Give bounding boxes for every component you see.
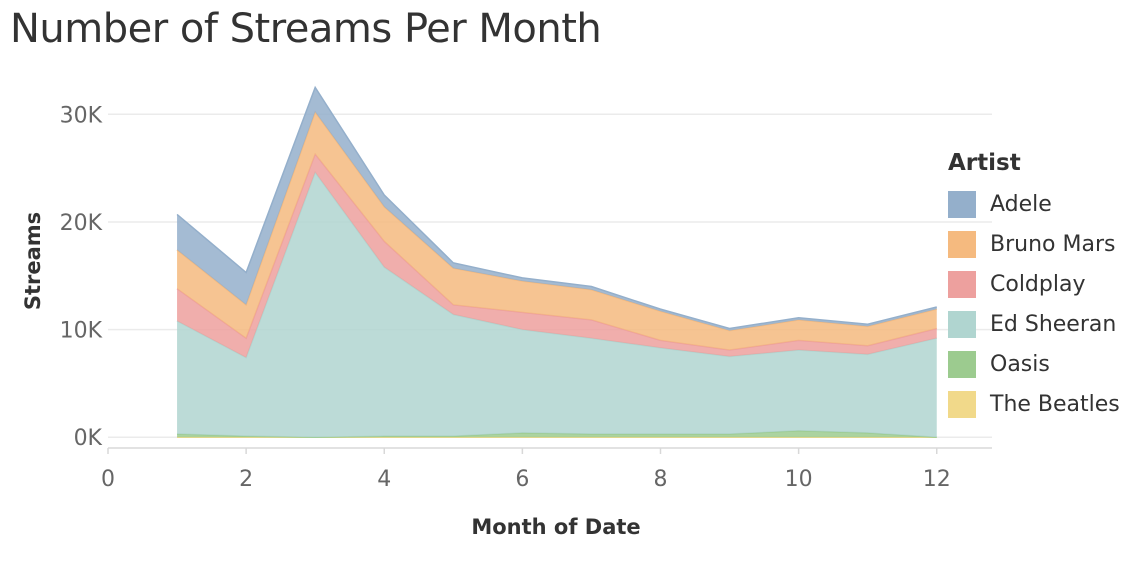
y-tick-label: 0K (74, 426, 103, 451)
legend-items: Adele Bruno Mars Coldplay Ed Sheeran Oasis Th… (948, 184, 1120, 424)
legend-label: Ed Sheeran (990, 311, 1117, 337)
chart-title: Number of Streams Per Month (10, 6, 602, 52)
x-axis-title: Month of Date (471, 515, 640, 539)
x-tick-label: 6 (515, 467, 529, 492)
area-edge-oasis (177, 430, 937, 438)
legend-swatch (948, 390, 976, 418)
area-ed-sheeran (177, 172, 937, 438)
legend-item-ed-sheeran[interactable]: Ed Sheeran (948, 304, 1120, 344)
axes: 0K 10K 20K 30K 0 2 4 6 8 10 12 (60, 103, 992, 492)
x-tick-label: 8 (654, 467, 668, 492)
legend-label: Coldplay (990, 271, 1086, 297)
legend-label: Bruno Mars (990, 231, 1116, 257)
legend-item-adele[interactable]: Adele (948, 184, 1120, 224)
x-tick-label: 4 (377, 467, 391, 492)
area-edge-adele (176, 85, 937, 330)
legend-item-the-beatles[interactable]: The Beatles (948, 384, 1120, 424)
y-tick-label: 20K (60, 211, 103, 236)
stacked-areas (176, 85, 937, 438)
x-tick-label: 0 (101, 467, 115, 492)
x-tick-label: 10 (785, 467, 813, 492)
legend-swatch (948, 230, 976, 258)
legend-swatch (948, 270, 976, 298)
legend-swatch (948, 350, 976, 378)
y-axis-title: Streams (21, 212, 45, 310)
legend-swatch (948, 190, 976, 218)
x-tick-label: 2 (239, 467, 253, 492)
legend-swatch (948, 310, 976, 338)
legend-item-bruno-mars[interactable]: Bruno Mars (948, 224, 1120, 264)
x-tick-label: 12 (923, 467, 951, 492)
legend-item-oasis[interactable]: Oasis (948, 344, 1120, 384)
legend-label: The Beatles (990, 391, 1120, 417)
y-tick-label: 10K (60, 319, 103, 344)
legend-label: Adele (990, 191, 1052, 217)
y-tick-label: 30K (60, 103, 103, 128)
legend-item-coldplay[interactable]: Coldplay (948, 264, 1120, 304)
legend-label: Oasis (990, 351, 1050, 377)
area-coldplay (177, 154, 937, 358)
legend: Artist Adele Bruno Mars Coldplay Ed Sheeran… (948, 150, 1120, 424)
legend-title: Artist (948, 150, 1021, 176)
